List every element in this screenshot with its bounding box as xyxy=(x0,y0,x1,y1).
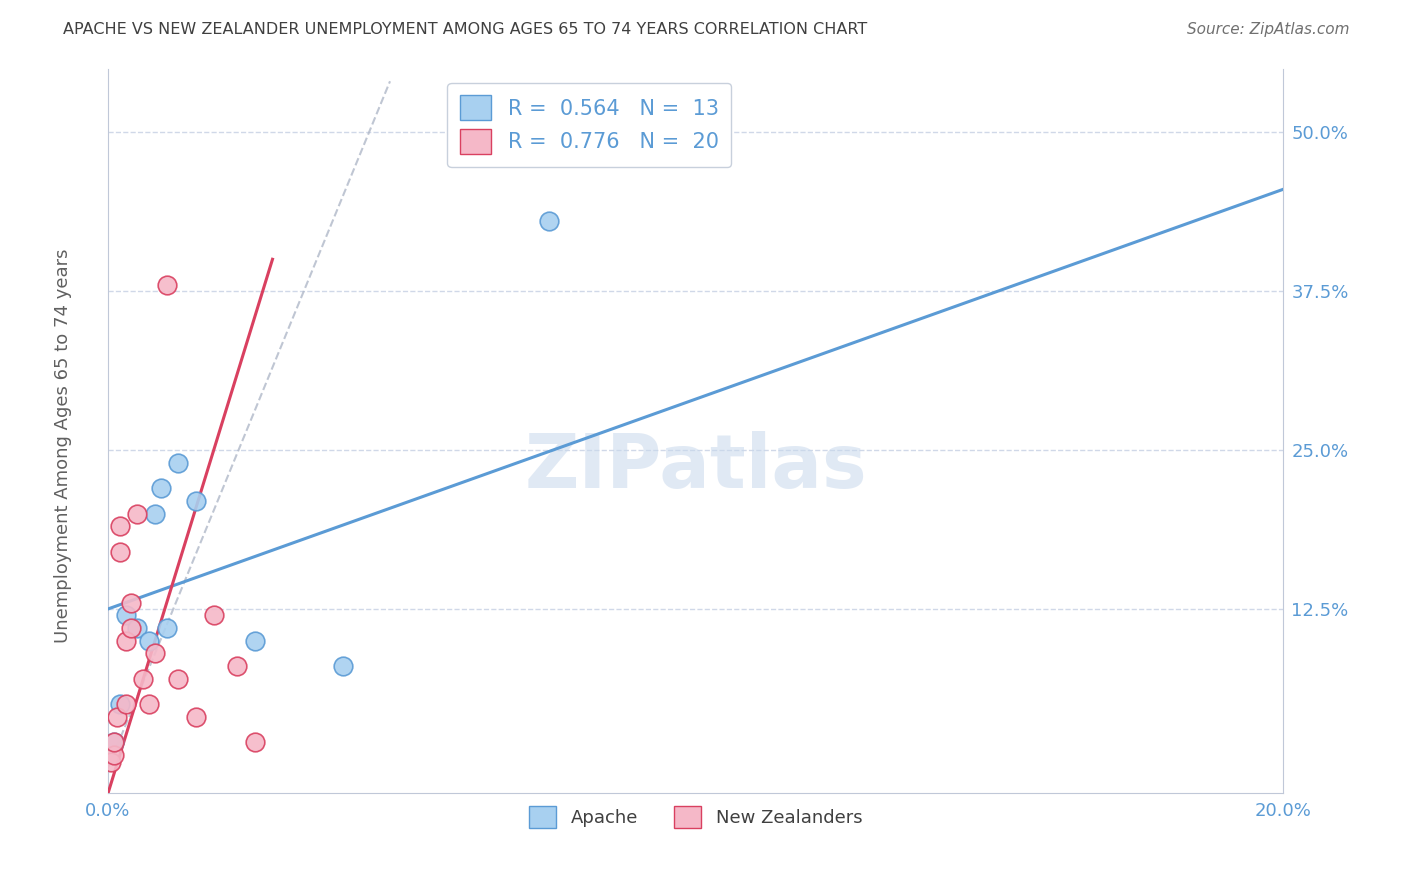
Point xyxy=(114,698,136,712)
Point xyxy=(167,672,190,686)
Point xyxy=(143,507,166,521)
Point xyxy=(108,519,131,533)
Point xyxy=(243,735,266,749)
Point xyxy=(127,621,149,635)
Point xyxy=(108,698,131,712)
Point xyxy=(127,507,149,521)
Point xyxy=(114,633,136,648)
Point xyxy=(132,672,155,686)
Legend: Apache, New Zealanders: Apache, New Zealanders xyxy=(522,798,869,835)
Point xyxy=(114,608,136,623)
Text: Source: ZipAtlas.com: Source: ZipAtlas.com xyxy=(1187,22,1350,37)
Point xyxy=(103,735,125,749)
Point xyxy=(103,735,125,749)
Point xyxy=(138,698,160,712)
Point xyxy=(138,633,160,648)
Text: APACHE VS NEW ZEALANDER UNEMPLOYMENT AMONG AGES 65 TO 74 YEARS CORRELATION CHART: APACHE VS NEW ZEALANDER UNEMPLOYMENT AMO… xyxy=(63,22,868,37)
Text: Unemployment Among Ages 65 to 74 years: Unemployment Among Ages 65 to 74 years xyxy=(55,249,72,643)
Point xyxy=(156,277,179,292)
Point xyxy=(149,481,172,495)
Point xyxy=(103,748,125,763)
Point xyxy=(105,710,128,724)
Point xyxy=(143,647,166,661)
Point xyxy=(167,456,190,470)
Point xyxy=(100,755,122,769)
Point xyxy=(121,621,143,635)
Point xyxy=(184,710,207,724)
Point xyxy=(226,659,249,673)
Point xyxy=(184,494,207,508)
Point xyxy=(108,545,131,559)
Point xyxy=(537,214,560,228)
Point xyxy=(121,596,143,610)
Text: ZIPatlas: ZIPatlas xyxy=(524,431,868,504)
Point xyxy=(156,621,179,635)
Point xyxy=(202,608,225,623)
Point xyxy=(243,633,266,648)
Point xyxy=(332,659,354,673)
